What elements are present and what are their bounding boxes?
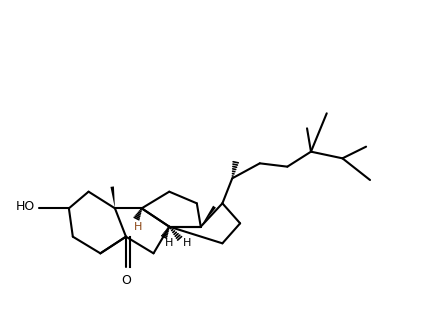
Text: H: H xyxy=(165,238,174,248)
Polygon shape xyxy=(110,187,115,208)
Polygon shape xyxy=(201,206,216,227)
Text: H: H xyxy=(134,222,142,232)
Text: O: O xyxy=(121,274,131,286)
Text: HO: HO xyxy=(16,200,35,213)
Text: H: H xyxy=(183,238,191,248)
